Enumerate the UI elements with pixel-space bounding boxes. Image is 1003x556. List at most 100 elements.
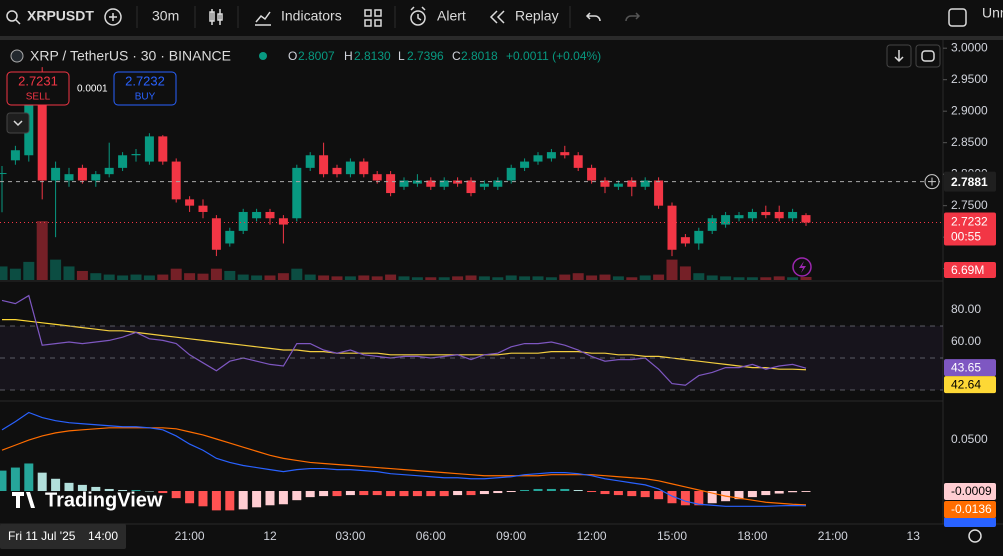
candle-body — [640, 180, 650, 187]
histogram-bar — [747, 491, 757, 498]
candle-body — [479, 183, 489, 187]
replay-button[interactable]: Replay — [515, 8, 559, 24]
histogram-bar — [104, 488, 114, 492]
buy-button[interactable] — [113, 71, 177, 106]
indicators-icon[interactable] — [255, 11, 271, 26]
candle-body — [211, 218, 221, 250]
histogram-bar — [640, 491, 650, 498]
candle-body — [613, 183, 623, 187]
events-button[interactable] — [792, 257, 812, 277]
volume-bar — [706, 275, 718, 280]
volume-bar — [385, 274, 397, 280]
volume-bar — [478, 276, 490, 280]
volume-bar — [653, 274, 665, 280]
histogram-bar — [64, 482, 74, 492]
histogram-bar — [51, 478, 61, 492]
volume-bar — [90, 273, 102, 280]
maximize-button[interactable] — [915, 44, 941, 68]
candle-body — [734, 215, 744, 219]
x-tick-label: 15:00 — [657, 529, 687, 543]
x-tick-label: 18:00 — [737, 529, 767, 543]
scroll-button[interactable] — [886, 44, 912, 68]
volume-bar — [170, 268, 182, 280]
settings-button[interactable] — [968, 529, 982, 543]
signal-line — [1, 427, 807, 506]
layout-name[interactable]: Unn — [982, 5, 1003, 21]
candle-body — [131, 154, 141, 156]
histogram-bar — [10, 467, 20, 492]
candle-body — [319, 155, 329, 175]
histogram-bar — [198, 491, 208, 507]
candle-body — [546, 152, 556, 159]
candle-body — [493, 180, 503, 187]
chevron — [13, 120, 23, 127]
sell-button[interactable] — [6, 71, 70, 106]
histogram-bar — [520, 489, 530, 492]
histogram-bar — [211, 491, 221, 511]
volume-bar — [612, 276, 624, 280]
histogram-bar — [399, 491, 409, 497]
volume-bar — [586, 275, 598, 280]
volume-label-box — [944, 262, 996, 278]
alert-button[interactable]: Alert — [437, 8, 466, 24]
y-tick-label: 60.00 — [951, 334, 981, 348]
redo-button[interactable] — [625, 12, 641, 22]
symbol[interactable]: XRPUSDT — [27, 8, 94, 24]
histogram-bar — [533, 488, 543, 492]
rsi-label-box — [944, 359, 996, 377]
histogram-bar — [801, 491, 811, 492]
candle-body — [627, 180, 637, 187]
maximize-icon — [921, 50, 935, 62]
compare-button[interactable] — [104, 8, 122, 26]
macd-label-box — [944, 517, 996, 527]
candle-body — [104, 167, 114, 175]
histogram-bar — [627, 491, 637, 497]
undo-button[interactable] — [585, 12, 601, 22]
collapse-button[interactable] — [6, 112, 30, 134]
volume-bar — [746, 277, 758, 280]
volume-bar — [130, 274, 142, 280]
candle-body — [332, 167, 342, 175]
y-tick-label: 80.00 — [951, 302, 981, 316]
x-tick-label: 21:00 — [175, 529, 205, 543]
volume-bar — [23, 261, 35, 280]
volume-bar — [733, 277, 745, 280]
replay-icon[interactable] — [489, 10, 505, 24]
volume-bar — [773, 276, 785, 280]
series — [0, 67, 812, 511]
volume-bar — [519, 276, 531, 280]
histogram-bar — [412, 491, 422, 497]
volume-bar — [0, 266, 8, 280]
candle-body — [77, 167, 87, 181]
sell-label: SELL — [26, 92, 51, 103]
histogram-bar — [734, 491, 744, 500]
candle-body — [788, 211, 798, 219]
volume-bar — [318, 275, 330, 280]
candle-body — [225, 230, 235, 244]
search-icon[interactable] — [6, 10, 18, 22]
ohlc-key: L — [398, 49, 405, 63]
candle-body — [680, 237, 690, 244]
candle-body — [51, 167, 61, 181]
histogram-bar — [667, 491, 677, 504]
histogram-bar — [761, 491, 771, 496]
volume-bar — [411, 277, 423, 280]
interval[interactable]: 30m — [152, 8, 179, 24]
templates-button[interactable] — [364, 9, 382, 27]
candle-body — [774, 211, 784, 219]
indicators-button[interactable]: Indicators — [281, 8, 342, 24]
histogram-bar — [359, 491, 369, 496]
volume-bar — [626, 277, 638, 280]
candle-body — [10, 150, 20, 161]
alert-icon[interactable] — [410, 10, 426, 26]
toolbar-border — [0, 36, 1003, 40]
candle-body — [171, 161, 181, 200]
histogram-bar — [707, 491, 717, 504]
candle-body — [198, 205, 208, 212]
volume-bar — [545, 277, 557, 280]
volume-bar — [572, 273, 584, 280]
chart-type-button[interactable] — [209, 9, 223, 25]
volume-bar — [760, 277, 772, 280]
histogram-bar — [37, 472, 47, 492]
layout-button[interactable] — [948, 8, 967, 27]
